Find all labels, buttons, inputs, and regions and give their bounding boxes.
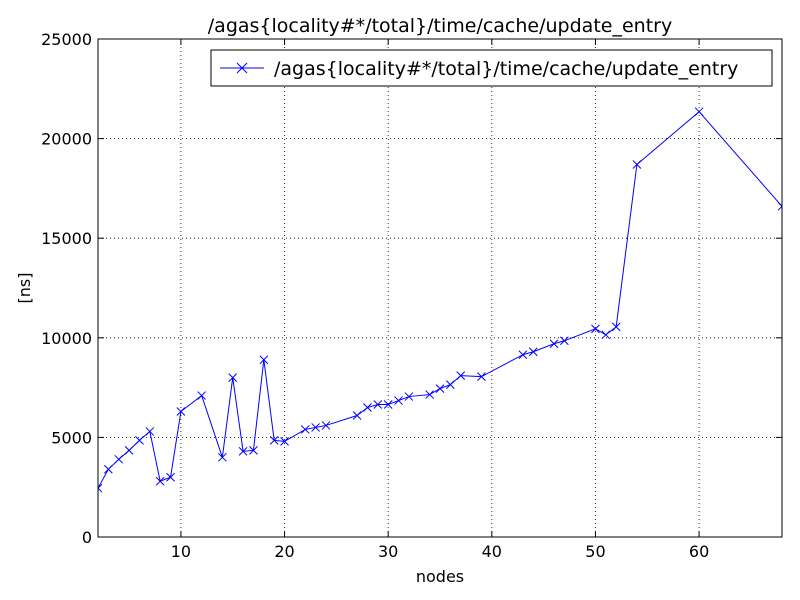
data-point (518, 350, 528, 360)
data-point (238, 446, 248, 456)
y-axis-label: [ns] (15, 273, 34, 304)
y-tick-label: 0 (82, 528, 92, 547)
data-point (135, 436, 144, 445)
chart-title: /agas{locality#*/total}/time/cache/updat… (208, 15, 672, 37)
legend: /agas{locality#*/total}/time/cache/updat… (210, 49, 773, 87)
y-tick-label: 15000 (41, 229, 92, 248)
data-point (477, 372, 486, 381)
data-point (114, 454, 124, 464)
x-axis-label: nodes (416, 567, 464, 586)
data-point (155, 476, 165, 486)
data-point (446, 380, 455, 389)
data-point (145, 427, 155, 436)
data-point (228, 373, 238, 382)
y-tick-label: 10000 (41, 329, 92, 348)
data-point (352, 411, 362, 420)
data-point (694, 107, 704, 117)
data-point (300, 425, 310, 434)
axis-ticks: 10 20 30 40 50 60 0 5000 10000 15000 20000 25000 (41, 30, 782, 561)
data-point (456, 371, 466, 381)
x-tick-label: 50 (585, 542, 605, 561)
data-point (404, 392, 414, 401)
data-point (98, 483, 103, 493)
y-tick-label: 25000 (41, 30, 92, 49)
x-tick-label: 60 (689, 542, 709, 561)
x-tick-label: 40 (482, 542, 502, 561)
data-point (632, 160, 642, 169)
series-group (98, 107, 782, 493)
x-tick-label: 20 (274, 542, 294, 561)
data-point (528, 347, 538, 357)
legend-marker (236, 62, 248, 74)
plot-frame (97, 38, 783, 538)
data-point (197, 391, 206, 400)
data-point (373, 400, 383, 409)
data-point (176, 407, 186, 416)
data-point (560, 336, 569, 346)
data-point (601, 330, 611, 340)
plot-background (98, 39, 782, 537)
data-point (269, 436, 279, 445)
legend-label: /agas{locality#*/total}/time/cache/updat… (274, 58, 738, 80)
data-point (435, 384, 445, 393)
data-point (777, 201, 782, 211)
data-point (591, 324, 600, 334)
data-point (363, 403, 372, 412)
data-point (124, 445, 134, 455)
data-point (321, 421, 331, 430)
grid-lines (98, 38, 782, 538)
data-point (425, 390, 434, 399)
data-point (104, 464, 113, 474)
data-point (218, 452, 227, 462)
data-point (549, 339, 559, 349)
y-tick-label: 20000 (41, 130, 92, 149)
data-point (394, 396, 403, 405)
data-point (311, 423, 320, 432)
y-tick-label: 5000 (51, 428, 92, 447)
data-point (383, 400, 393, 409)
x-tick-label: 10 (171, 542, 191, 561)
data-point (249, 445, 258, 455)
data-point (280, 437, 289, 446)
legend-box (210, 49, 773, 87)
x-tick-label: 30 (378, 542, 398, 561)
data-point (259, 355, 269, 365)
data-point (166, 472, 175, 482)
data-point (611, 322, 621, 332)
